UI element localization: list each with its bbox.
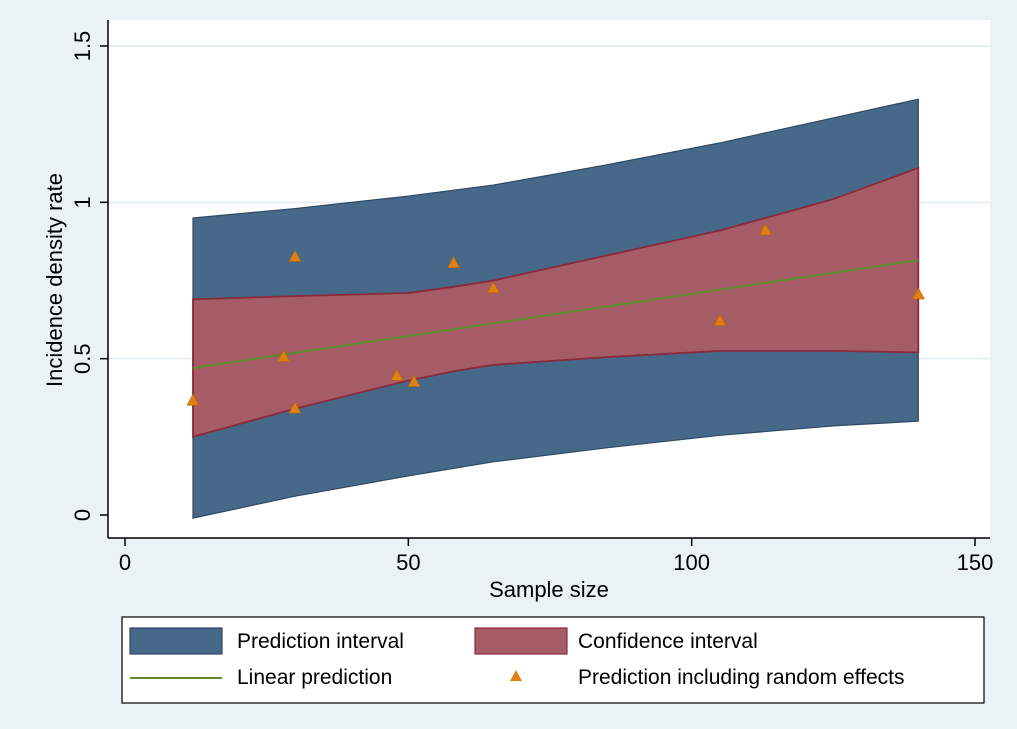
random-effects-point-7: [486, 281, 500, 294]
random-effects-point-8: [713, 313, 727, 326]
y-tick-label-1: 0.5: [70, 343, 95, 374]
random-effects-point-3: [288, 401, 302, 414]
random-effects-point-6: [447, 256, 461, 269]
x-axis-label: Sample size: [489, 577, 609, 602]
x-tick-label-2: 100: [673, 550, 710, 575]
legend-label-3: Prediction including random effects: [578, 666, 904, 689]
random-effects-point-0: [186, 393, 200, 406]
legend-label-1: Confidence interval: [578, 630, 758, 653]
lines: [192, 259, 919, 369]
legend-key-3: [510, 670, 522, 681]
bands: [192, 98, 920, 519]
random-effects-point-1: [277, 349, 291, 362]
markers: [186, 223, 925, 414]
legend-key-1: [474, 627, 568, 655]
random-effects-point-5: [407, 374, 421, 387]
random-effects-point-4: [390, 368, 404, 381]
random-effects-point-10: [911, 287, 925, 300]
y-tick-label-0: 0: [70, 509, 95, 521]
legend: Prediction interval Confidence interval Li…: [121, 616, 985, 704]
axes: 0 0.5 1 1.5 0 50 100 150: [70, 20, 993, 575]
y-tick-label-3: 1.5: [70, 31, 95, 62]
x-tick-label-1: 50: [396, 550, 420, 575]
x-tick-label-3: 150: [957, 550, 994, 575]
y-tick-label-2: 1: [70, 196, 95, 208]
x-tick-label-0: 0: [119, 550, 131, 575]
random-effects-point-2: [288, 249, 302, 262]
random-effects-point-9: [758, 223, 772, 236]
legend-label-0: Prediction interval: [237, 630, 404, 653]
legend-label-2: Linear prediction: [237, 666, 392, 689]
linear-prediction-line: [192, 259, 919, 369]
y-axis-label: Incidence density rate: [42, 173, 67, 387]
band-confidence-interval: [192, 166, 920, 438]
legend-key-0: [129, 627, 223, 655]
